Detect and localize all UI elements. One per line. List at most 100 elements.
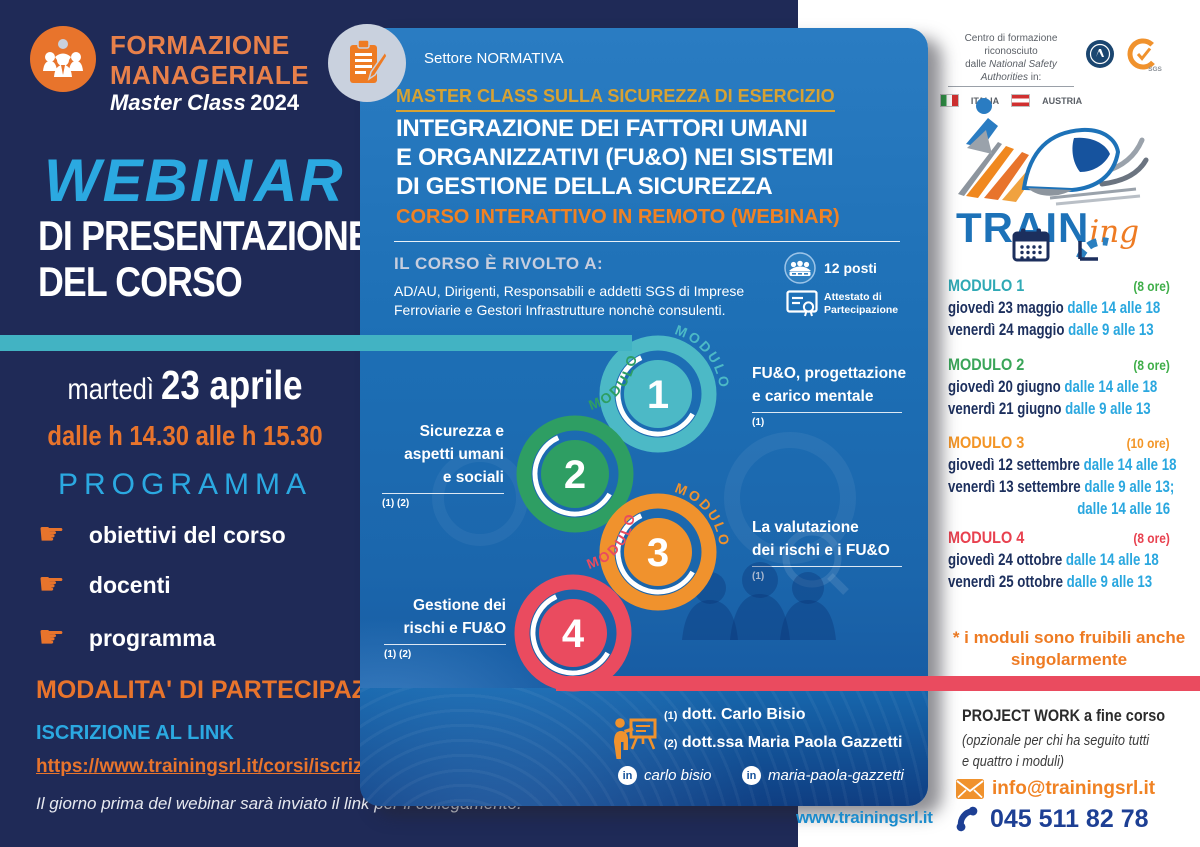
train-logo-icon — [958, 98, 1149, 206]
webinar-heading: WEBINAR — [44, 147, 345, 214]
module-label-line: aspetti umani — [404, 446, 504, 463]
schedule-day: giovedì 23 maggio — [948, 298, 1064, 317]
module-label-line: La valutazione — [752, 519, 859, 536]
schedule-row: giovedì 20 giugno dalle 14 alle 18 — [948, 377, 1157, 397]
label-underline — [752, 566, 902, 567]
sgs-check-icon: SGS — [1127, 38, 1163, 73]
schedule-day: giovedì 12 settembre — [948, 455, 1080, 474]
label-underline — [382, 493, 504, 494]
schedule-row: venerdì 24 maggio dalle 9 alle 13 — [948, 320, 1154, 340]
module-4-hours: (8 ore) — [1133, 530, 1170, 546]
clipboard-badge — [328, 24, 406, 102]
certificate-icon — [786, 290, 818, 317]
bullet-label: docenti — [88, 571, 171, 598]
presenter-1: (1) dott. Carlo Bisio — [664, 706, 805, 724]
module-1-header: MODULO 1 — [948, 276, 1025, 295]
logo-subtitle: Master Class 2024 — [110, 90, 299, 116]
linkedin-icon: in — [742, 766, 761, 785]
brand-ing-text: ing — [1089, 214, 1140, 250]
module-footnote: (1) — [752, 571, 765, 582]
austria-label: AUSTRIA — [1042, 96, 1083, 106]
certificate-label-line: Attestato di — [824, 291, 882, 303]
module-2-ring: 2 MODULO — [516, 352, 640, 533]
schedule-row: venerdì 13 settembre dalle 9 alle 13; — [948, 477, 1174, 497]
schedule-day: giovedì 24 ottobre — [948, 550, 1063, 569]
logo-line1: FORMAZIONE — [110, 30, 290, 60]
email-text: info@trainingsrl.it — [992, 778, 1156, 799]
module-ring-word: MODULO — [584, 511, 635, 572]
schedule-row: venerdì 21 giugno dalle 9 alle 13 — [948, 399, 1151, 419]
schedule-time: dalle 9 alle 13 — [1066, 572, 1153, 591]
website-link[interactable]: www.trainingsrl.it — [796, 808, 933, 827]
module-1-hours: (8 ore) — [1133, 278, 1170, 294]
svg-text:MODULO: MODULO — [586, 352, 640, 413]
audience-line: AD/AU, Dirigenti, Responsabili e addetti… — [394, 283, 745, 299]
project-work-title: PROJECT WORK a fine corso — [962, 706, 1166, 725]
module-label-line: rischi e FU&O — [403, 620, 507, 637]
webinar-date: martedì 23 aprile — [28, 362, 343, 409]
linkedin-profile-2[interactable]: in maria-paola-gazzetti — [742, 766, 904, 785]
linkedin-icon: in — [618, 766, 637, 785]
audience-line: Ferroviarie e Gestori Infrastrutture non… — [394, 302, 726, 318]
module-4-label: Gestione dei rischi e FU&O (1) (2) — [376, 594, 506, 660]
teal-band — [0, 335, 632, 351]
module-ring-word: MODULO — [586, 352, 637, 413]
certificate-label: Attestato di Partecipazione — [824, 291, 898, 317]
schedule-row-extra: dalle 14 alle 16 — [1077, 499, 1170, 519]
module-number: 2 — [564, 453, 586, 497]
module-2-hours: (8 ore) — [1133, 357, 1170, 373]
schedule-time: dalle 14 alle 18 — [1067, 298, 1161, 317]
linkedin-handle: maria-paola-gazzetti — [768, 767, 904, 784]
course-title-line: INTEGRAZIONE DEI FATTORI UMANI — [396, 115, 808, 142]
module-number: 3 — [647, 531, 669, 575]
module-label-line: Sicurezza e — [419, 423, 504, 440]
module-ring-word: MODULO — [673, 480, 731, 549]
certificate-badge — [786, 290, 818, 318]
divider-line — [394, 241, 900, 242]
module-3-hours: (10 ore) — [1127, 435, 1170, 451]
schedule-time: dalle 9 alle 13; — [1084, 477, 1175, 496]
logo-line2: MANAGERIALE — [110, 60, 310, 90]
calendar-icon — [1012, 228, 1050, 262]
presenter-name: dott. Carlo Bisio — [681, 706, 806, 723]
bullet-docenti: ☛ docenti — [38, 570, 171, 600]
project-work-sub: e quattro i moduli) — [962, 753, 1065, 770]
phone-row[interactable]: 045 511 82 78 — [954, 805, 1149, 834]
schedule-row: giovedì 12 settembre dalle 14 alle 18 — [948, 455, 1177, 475]
phone-text: 045 511 82 78 — [990, 805, 1149, 833]
module-2-label: Sicurezza e aspetti umani e sociali (1) … — [374, 420, 504, 509]
people-group-icon — [43, 39, 83, 77]
email-row[interactable]: info@trainingsrl.it — [956, 778, 1155, 800]
module-2-header: MODULO 2 — [948, 355, 1025, 374]
module-footnote: (1) (2) — [382, 498, 410, 509]
module-label-line: FU&O, progettazione — [752, 365, 907, 382]
schedule-time: dalle 14 alle 16 — [1077, 499, 1170, 518]
presenter-sup: (2) — [664, 738, 678, 750]
training-brand: TRAINing — [952, 92, 1152, 252]
course-title-line: E ORGANIZZATIVI (FU&O) NEI SISTEMI — [396, 144, 834, 171]
gauge-icon — [1076, 237, 1109, 261]
module-1-label: FU&O, progettazione e carico mentale (1) — [752, 362, 906, 428]
presenter-2: (2) dott.ssa Maria Paola Gazzetti — [664, 734, 902, 752]
presenters-strip — [360, 688, 928, 806]
module-label-line: Gestione dei — [412, 597, 506, 614]
presenter-name: dott.ssa Maria Paola Gazzetti — [681, 734, 903, 751]
module-number: 1 — [647, 373, 669, 417]
module-ring-word: MODULO — [673, 322, 731, 391]
course-subtitle: CORSO INTERATTIVO IN REMOTO (WEBINAR) — [396, 206, 840, 228]
schedule-icons — [1012, 228, 1112, 262]
accreditation-line2: dalle National Safety Authorities in: — [948, 58, 1074, 87]
presenter-badge — [612, 716, 658, 760]
schedule-row: venerdì 25 ottobre dalle 9 alle 13 — [948, 572, 1152, 592]
schedule-day: venerdì 13 settembre — [948, 477, 1081, 496]
modules-note-line1: * i moduli sono fruibili anche — [952, 628, 1186, 647]
webinar-time: dalle h 14.30 alle h 15.30 — [47, 420, 323, 451]
accreditation-line1: Centro di formazione riconosciuto — [964, 33, 1058, 57]
seats-icon — [784, 252, 816, 284]
audience-title: IL CORSO È RIVOLTO A: — [394, 254, 604, 273]
date-weekday: martedì — [67, 373, 154, 406]
linkedin-profile-1[interactable]: in carlo bisio — [618, 766, 712, 785]
bullet-programma: ☛ programma — [38, 623, 215, 653]
schedule-day: giovedì 20 giugno — [948, 377, 1061, 396]
